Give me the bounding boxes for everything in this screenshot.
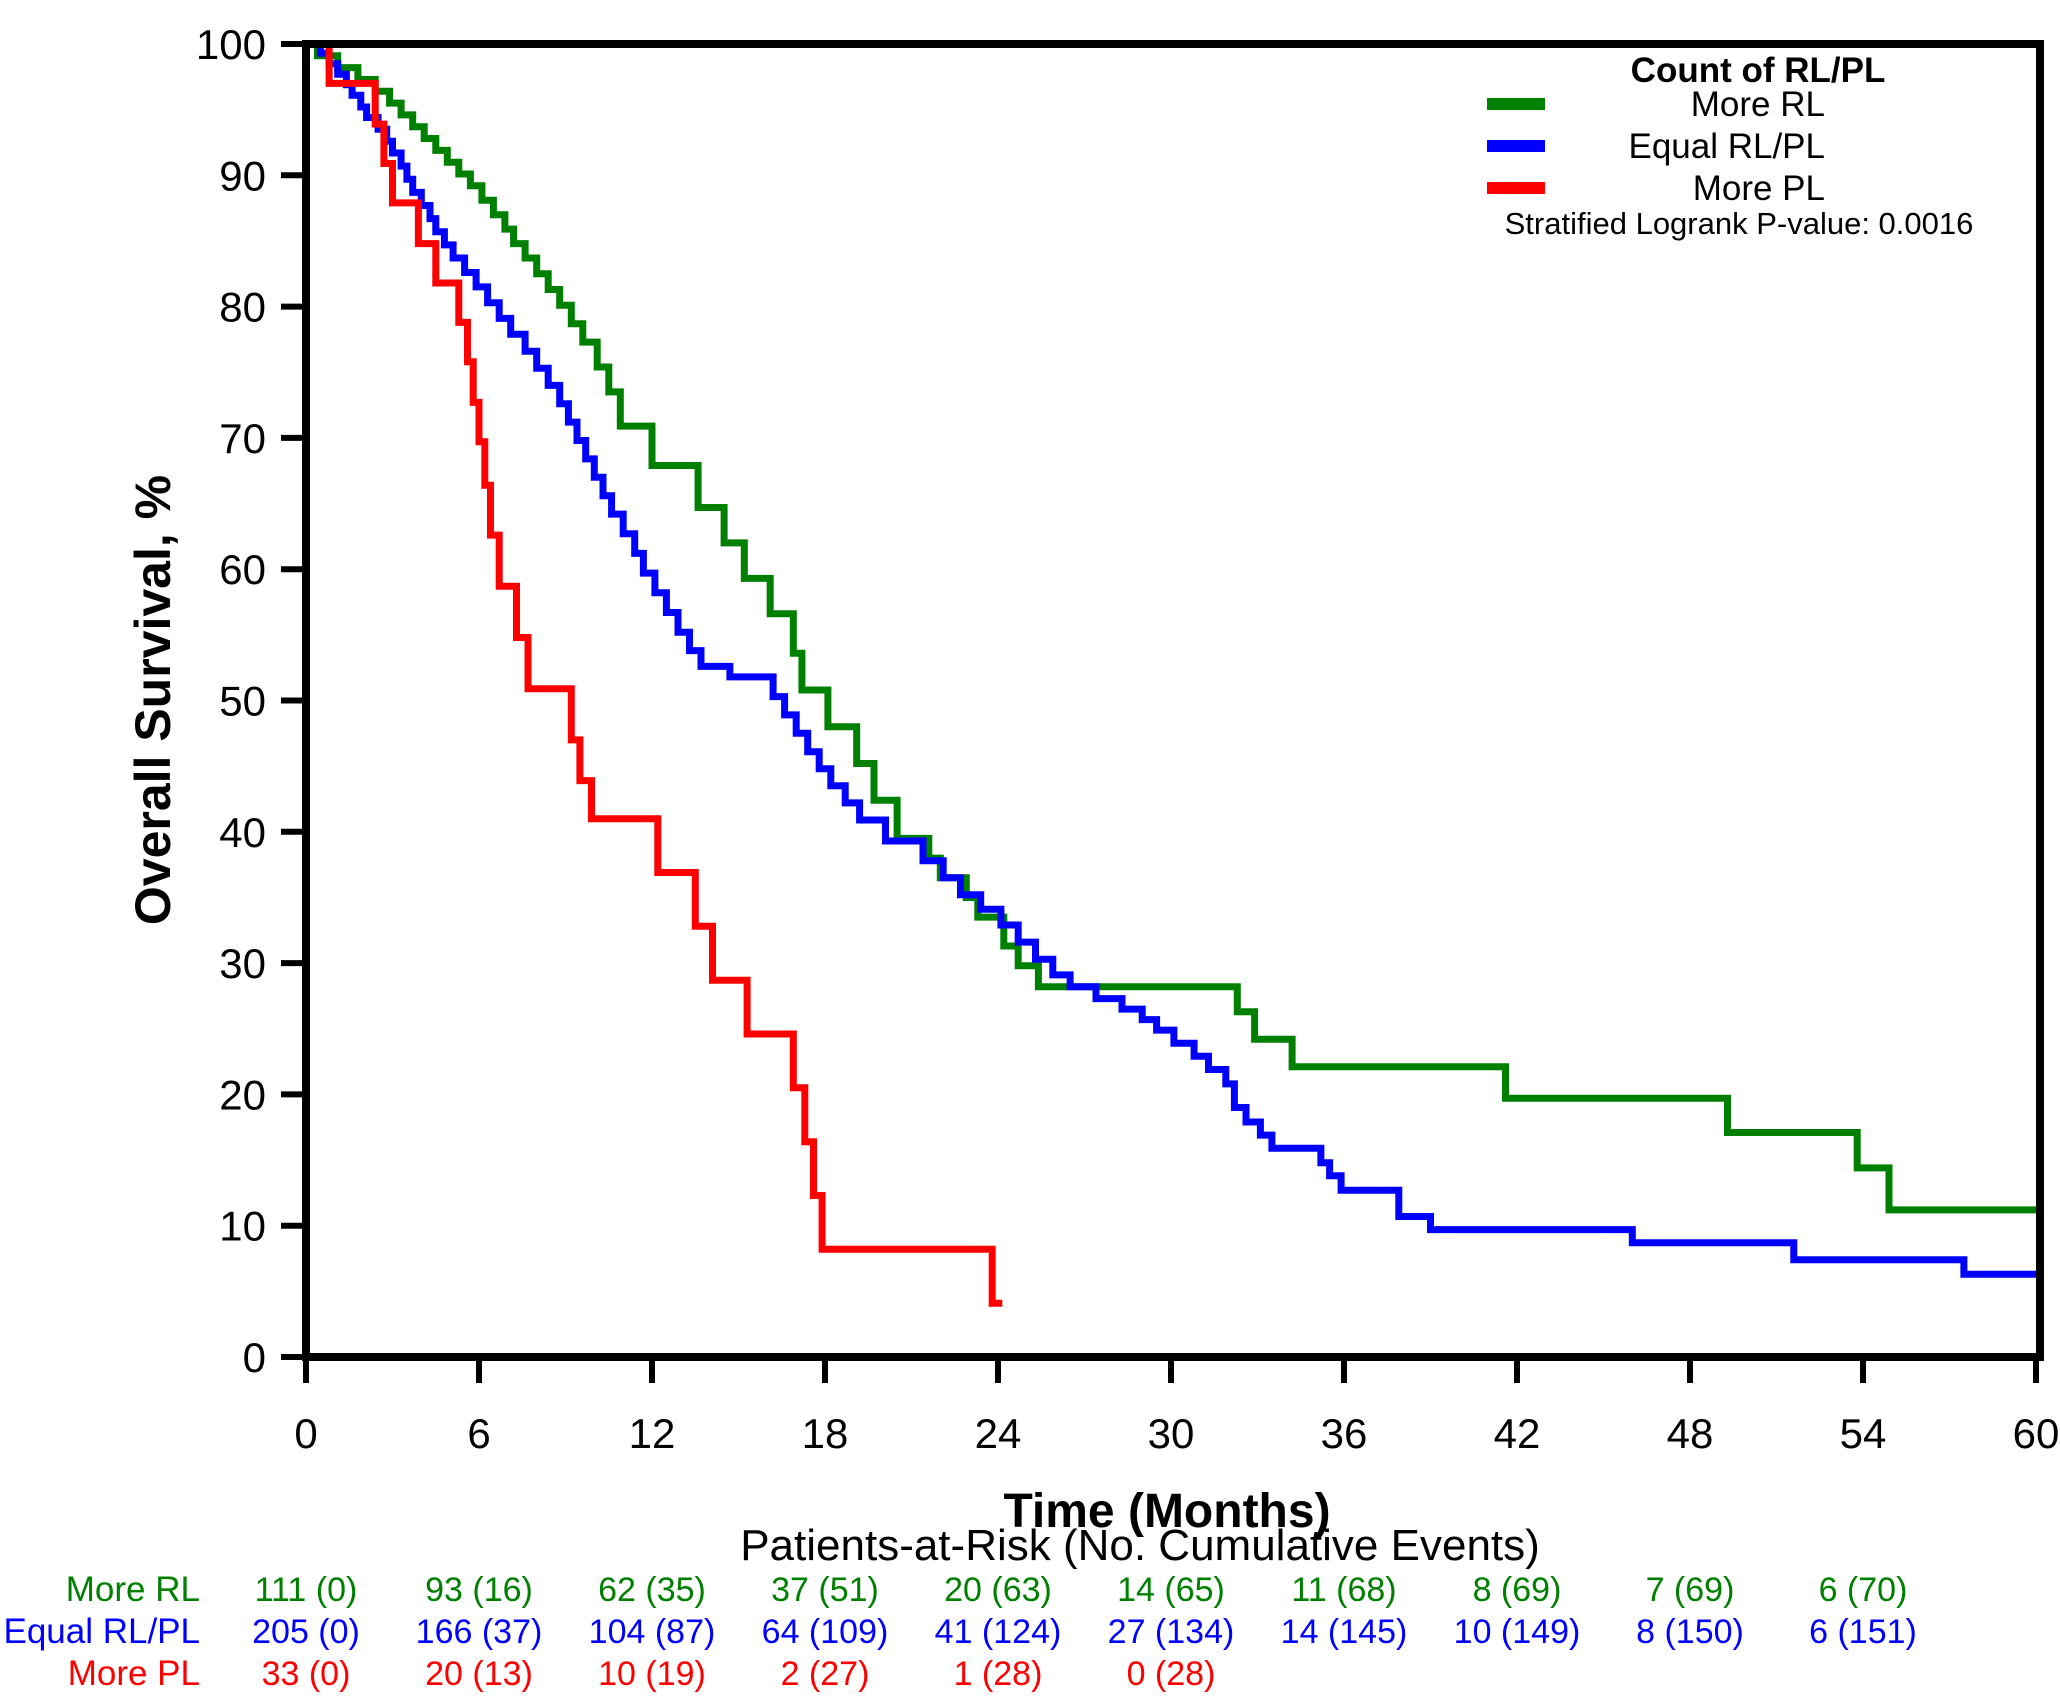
curve-more-pl (306, 40, 1003, 1307)
x-tick-label: 24 (975, 1410, 1022, 1457)
risk-cell: 6 (151) (1809, 1613, 1917, 1651)
risk-cell: 10 (149) (1454, 1613, 1581, 1651)
risk-cell: 104 (87) (589, 1613, 716, 1651)
legend-swatch-more-rl (1487, 98, 1545, 110)
y-tick-label: 90 (219, 152, 266, 199)
risk-cell: 10 (19) (598, 1655, 706, 1693)
y-tick-label: 30 (219, 940, 266, 987)
y-tick-label: 80 (219, 284, 266, 331)
x-axis-title: Time (Months) (1003, 1485, 1330, 1538)
risk-cell: 11 (68) (1291, 1571, 1396, 1609)
y-axis-ticks (281, 41, 306, 1360)
risk-cell: 41 (124) (935, 1613, 1062, 1651)
x-tick-label: 60 (2013, 1410, 2060, 1457)
risk-cell: 8 (150) (1636, 1613, 1744, 1651)
legend-swatch-more-pl (1487, 182, 1545, 194)
y-tick-label: 70 (219, 415, 266, 462)
y-tick-label: 10 (219, 1203, 266, 1250)
curve-equal-rl-pl (306, 40, 2036, 1278)
x-tick-label: 30 (1148, 1410, 1195, 1457)
y-tick-label: 0 (243, 1334, 266, 1381)
risk-cell: 93 (16) (425, 1571, 533, 1609)
x-tick-label: 54 (1840, 1410, 1887, 1457)
y-tick-label: 20 (219, 1071, 266, 1118)
y-axis-title: Overall Survival, % (125, 475, 181, 925)
x-axis-ticks (303, 1357, 2039, 1383)
risk-table-title: Patients-at-Risk (No. Cumulative Events) (740, 1521, 1540, 1570)
risk-cell: 14 (65) (1117, 1571, 1225, 1609)
risk-cell: 1 (28) (954, 1655, 1043, 1693)
legend-label-more-rl: More RL (1691, 85, 1825, 124)
risk-cell: 6 (70) (1819, 1571, 1908, 1609)
legend-label-more-pl: More PL (1693, 169, 1825, 208)
risk-cell: 8 (69) (1473, 1571, 1562, 1609)
y-axis-tick-labels: 0 10 20 30 40 50 60 70 80 90 100 (196, 21, 266, 1381)
x-tick-label: 48 (1667, 1410, 1714, 1457)
risk-cell: 7 (69) (1646, 1571, 1735, 1609)
risk-row-label-more-rl: More RL (66, 1570, 200, 1609)
risk-cell: 62 (35) (598, 1571, 706, 1609)
x-tick-label: 0 (294, 1410, 317, 1457)
x-tick-label: 18 (802, 1410, 849, 1457)
x-axis-tick-labels: 0 6 12 18 24 30 36 42 48 54 60 (294, 1410, 2059, 1457)
risk-cell: 20 (13) (425, 1655, 533, 1693)
risk-cell: 27 (134) (1108, 1613, 1235, 1651)
curve-more-rl (306, 40, 2036, 1214)
x-tick-label: 12 (629, 1410, 676, 1457)
y-tick-label: 60 (219, 546, 266, 593)
y-tick-label: 40 (219, 809, 266, 856)
risk-cell: 64 (109) (762, 1613, 889, 1651)
risk-cell: 20 (63) (944, 1571, 1052, 1609)
risk-cell: 0 (28) (1127, 1655, 1216, 1693)
legend-swatch-equal-rl-pl (1487, 140, 1545, 152)
patients-at-risk-table: More RL 111 (0) 93 (16) 62 (35) 37 (51) 20 (6… (3, 1570, 1916, 1693)
legend-label-equal-rl-pl: Equal RL/PL (1628, 127, 1825, 166)
risk-cell: 14 (145) (1281, 1613, 1408, 1651)
y-tick-label: 50 (219, 678, 266, 725)
x-tick-label: 6 (467, 1410, 490, 1457)
legend-title: Count of RL/PL (1631, 51, 1886, 90)
risk-cell: 2 (27) (781, 1655, 870, 1693)
risk-row-label-equal-rl-pl: Equal RL/PL (3, 1612, 200, 1651)
logrank-pvalue-note: Stratified Logrank P-value: 0.0016 (1505, 206, 1974, 241)
x-tick-label: 42 (1494, 1410, 1541, 1457)
risk-cell: 33 (0) (262, 1655, 351, 1693)
risk-row-label-more-pl: More PL (68, 1654, 200, 1693)
survival-curves (306, 40, 2036, 1307)
risk-cell: 166 (37) (416, 1613, 543, 1651)
risk-cell: 37 (51) (771, 1571, 879, 1609)
risk-cell: 111 (0) (255, 1571, 358, 1609)
risk-cell: 205 (0) (252, 1613, 360, 1651)
x-tick-label: 36 (1321, 1410, 1368, 1457)
y-tick-label: 100 (196, 21, 266, 68)
